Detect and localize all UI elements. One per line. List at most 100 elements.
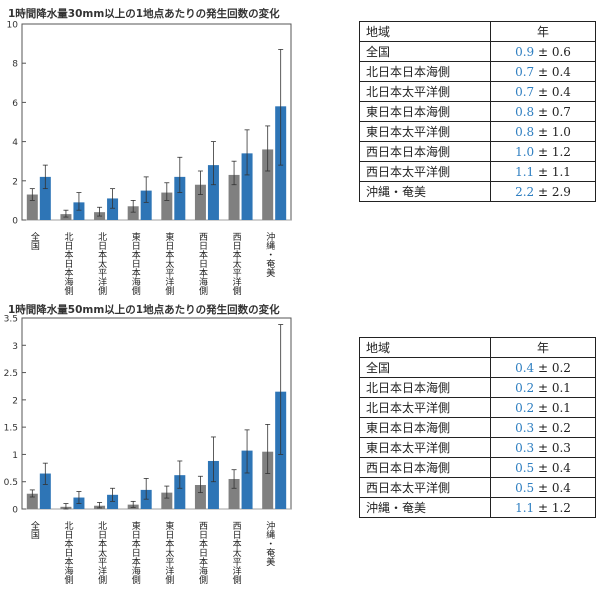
trend-value-cell: 0.9 ± 0.6	[490, 41, 596, 62]
trend-mean: 0.8	[515, 104, 535, 119]
bar-chart-30mm: 0 2 4 6 8 10 全国 北日本日本海側 北日本太平洋側 東日本日本海側 東日本太平洋側 西日本…	[7, 21, 292, 295]
trend-mean: 0.9	[515, 44, 535, 59]
bar	[127, 206, 139, 220]
table-row: 沖縄・奄美 2.2 ± 2.9	[359, 181, 596, 202]
trend-uncertainty: ± 0.4	[534, 64, 571, 79]
region-cell: 沖縄・奄美	[359, 181, 491, 202]
region-cell: 全国	[359, 357, 491, 378]
trend-mean: 0.5	[515, 460, 535, 475]
bar-chart-50mm: 0 0.5 1 1.5 2 2.5 3 3.5 全国 北日本日本海側 北日本太平洋側 東日本日本海側 東…	[4, 315, 292, 584]
trend-mean: 1.0	[515, 144, 535, 159]
y-tick-label: 0	[12, 506, 18, 516]
table-row: 北日本日本海側 0.7 ± 0.4	[359, 61, 596, 82]
table-row: 東日本日本海側 0.3 ± 0.2	[359, 417, 596, 438]
bar	[174, 176, 186, 220]
trend-value-cell: 0.8 ± 1.0	[490, 121, 596, 142]
trend-mean: 0.4	[515, 360, 535, 375]
trend-value-cell: 1.1 ± 1.2	[490, 497, 596, 518]
trend-mean: 0.8	[515, 124, 535, 139]
table-row: 西日本日本海側 1.0 ± 1.2	[359, 141, 596, 162]
trend-uncertainty: ± 0.4	[534, 460, 571, 475]
x-category-label: 西日本日本海側	[197, 521, 208, 584]
x-category-label: 西日本太平洋側	[231, 521, 242, 584]
table-row: 西日本太平洋側 0.5 ± 0.4	[359, 477, 596, 498]
bar	[39, 473, 51, 509]
table-row: 全国 0.4 ± 0.2	[359, 357, 596, 378]
table-row: 北日本太平洋側 0.2 ± 0.1	[359, 397, 596, 418]
trend-mean: 1.1	[515, 500, 535, 515]
bar	[39, 176, 51, 220]
bar	[262, 451, 274, 509]
trend-uncertainty: ± 2.9	[534, 184, 571, 199]
x-category-label: 東日本太平洋側	[163, 231, 174, 295]
trend-mean: 0.3	[515, 420, 535, 435]
trend-mean: 0.7	[515, 64, 535, 79]
header-region: 地域	[359, 337, 491, 358]
bar	[241, 450, 253, 509]
table-row: 東日本日本海側 0.8 ± 0.7	[359, 101, 596, 122]
trend-value-cell: 2.2 ± 2.9	[490, 181, 596, 202]
x-category-label: 沖縄・奄美	[264, 520, 275, 567]
y-tick-label: 4	[12, 138, 18, 148]
region-cell: 北日本日本海側	[359, 61, 491, 82]
region-cell: 北日本日本海側	[359, 377, 491, 398]
chart-panel-50mm: 1時間降水量50mm以上の1地点あたりの発生回数の変化 0 0.5 1 1.5 2 2.5…	[0, 296, 300, 590]
bar	[262, 149, 274, 220]
trend-uncertainty: ± 0.4	[534, 480, 571, 495]
region-cell: 西日本太平洋側	[359, 477, 491, 498]
bar	[140, 190, 152, 220]
bar	[161, 192, 173, 220]
region-cell: 西日本太平洋側	[359, 161, 491, 182]
chart-panel-30mm: 1時間降水量30mm以上の1地点あたりの発生回数の変化 0 2 4 6 8 10 全国 北日本…	[0, 0, 300, 295]
x-category-label: 東日本日本海側	[130, 520, 141, 584]
x-category-label: 北日本日本海側	[62, 232, 73, 295]
header-region: 地域	[359, 21, 491, 42]
chart-title: 1時間降水量50mm以上の1地点あたりの発生回数の変化	[8, 304, 280, 316]
region-cell: 東日本太平洋側	[359, 121, 491, 142]
region-cell: 北日本太平洋側	[359, 397, 491, 418]
trend-uncertainty: ± 0.4	[534, 84, 571, 99]
table-row: 北日本太平洋側 0.7 ± 0.4	[359, 81, 596, 102]
y-tick-label: 2	[12, 177, 18, 187]
bar	[194, 184, 206, 220]
trend-mean: 0.7	[515, 84, 535, 99]
trend-mean: 0.5	[515, 480, 535, 495]
trend-mean: 0.2	[515, 380, 535, 395]
trend-mean: 0.2	[515, 400, 535, 415]
bar	[228, 174, 240, 220]
y-tick-label: 6	[12, 99, 18, 109]
trend-mean: 2.2	[515, 184, 535, 199]
header-year: 年	[490, 21, 596, 42]
x-category-label: 北日本日本海側	[62, 521, 73, 584]
bar	[207, 165, 219, 220]
table-row: 西日本太平洋側 1.1 ± 1.1	[359, 161, 596, 182]
trend-uncertainty: ± 0.2	[534, 360, 571, 375]
bar	[107, 198, 119, 220]
bar	[207, 460, 219, 509]
bar	[26, 493, 38, 509]
y-tick-label: 2.5	[4, 369, 18, 379]
region-cell: 全国	[359, 41, 491, 62]
x-category-label: 全国	[29, 520, 40, 540]
trend-mean: 0.3	[515, 440, 535, 455]
bar	[194, 484, 206, 509]
trend-value-cell: 0.3 ± 0.2	[490, 417, 596, 438]
bar	[161, 492, 173, 509]
x-category-label: 沖縄・奄美	[264, 231, 275, 278]
region-cell: 西日本日本海側	[359, 141, 491, 162]
trend-mean: 1.1	[515, 164, 535, 179]
x-category-label: 東日本日本海側	[130, 231, 141, 295]
y-tick-label: 8	[12, 60, 18, 70]
trend-value-cell: 0.2 ± 0.1	[490, 397, 596, 418]
bar	[228, 478, 240, 509]
y-tick-label: 2	[12, 396, 18, 406]
trend-value-cell: 0.5 ± 0.4	[490, 457, 596, 478]
table-row: 東日本太平洋側 0.8 ± 1.0	[359, 121, 596, 142]
trend-uncertainty: ± 1.1	[534, 164, 571, 179]
trend-uncertainty: ± 0.1	[534, 380, 571, 395]
region-cell: 東日本日本海側	[359, 417, 491, 438]
trend-value-cell: 0.2 ± 0.1	[490, 377, 596, 398]
chart-title: 1時間降水量30mm以上の1地点あたりの発生回数の変化	[8, 8, 280, 20]
x-category-label: 西日本太平洋側	[231, 232, 242, 295]
y-tick-label: 3	[12, 342, 18, 352]
